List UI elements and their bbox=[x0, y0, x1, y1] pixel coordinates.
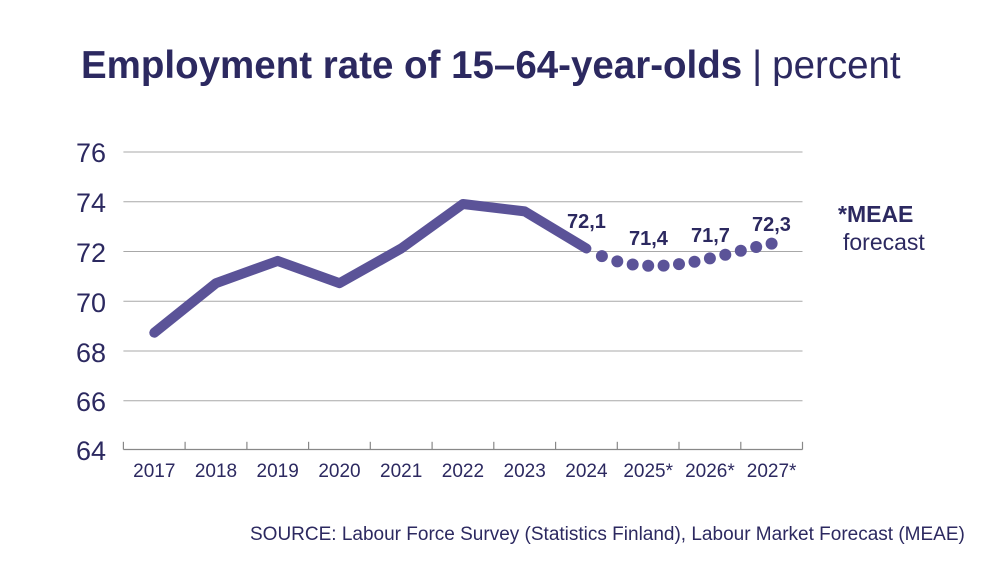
svg-text:2024: 2024 bbox=[565, 461, 608, 482]
svg-text:2017: 2017 bbox=[133, 461, 175, 482]
svg-text:71,7: 71,7 bbox=[691, 225, 730, 247]
svg-text:2023: 2023 bbox=[504, 461, 546, 482]
svg-text:72,1: 72,1 bbox=[567, 211, 606, 233]
svg-text:2025*: 2025* bbox=[623, 461, 673, 482]
svg-text:*MEAE: *MEAE bbox=[838, 201, 913, 227]
svg-text:68: 68 bbox=[76, 338, 106, 368]
svg-text:74: 74 bbox=[76, 188, 106, 218]
svg-text:64: 64 bbox=[76, 436, 106, 466]
svg-text:2019: 2019 bbox=[257, 461, 299, 482]
svg-text:66: 66 bbox=[76, 387, 106, 417]
svg-text:forecast: forecast bbox=[843, 229, 925, 255]
svg-text:71,4: 71,4 bbox=[629, 228, 669, 250]
svg-text:72: 72 bbox=[76, 238, 106, 268]
svg-text:2020: 2020 bbox=[318, 461, 360, 482]
svg-text:70: 70 bbox=[76, 288, 106, 318]
svg-text:2027*: 2027* bbox=[747, 461, 797, 482]
svg-text:2022: 2022 bbox=[442, 461, 484, 482]
svg-text:2026*: 2026* bbox=[685, 461, 735, 482]
svg-text:2021: 2021 bbox=[380, 461, 422, 482]
svg-text:2018: 2018 bbox=[195, 461, 237, 482]
svg-text:72,3: 72,3 bbox=[752, 214, 791, 236]
svg-text:76: 76 bbox=[76, 138, 106, 168]
